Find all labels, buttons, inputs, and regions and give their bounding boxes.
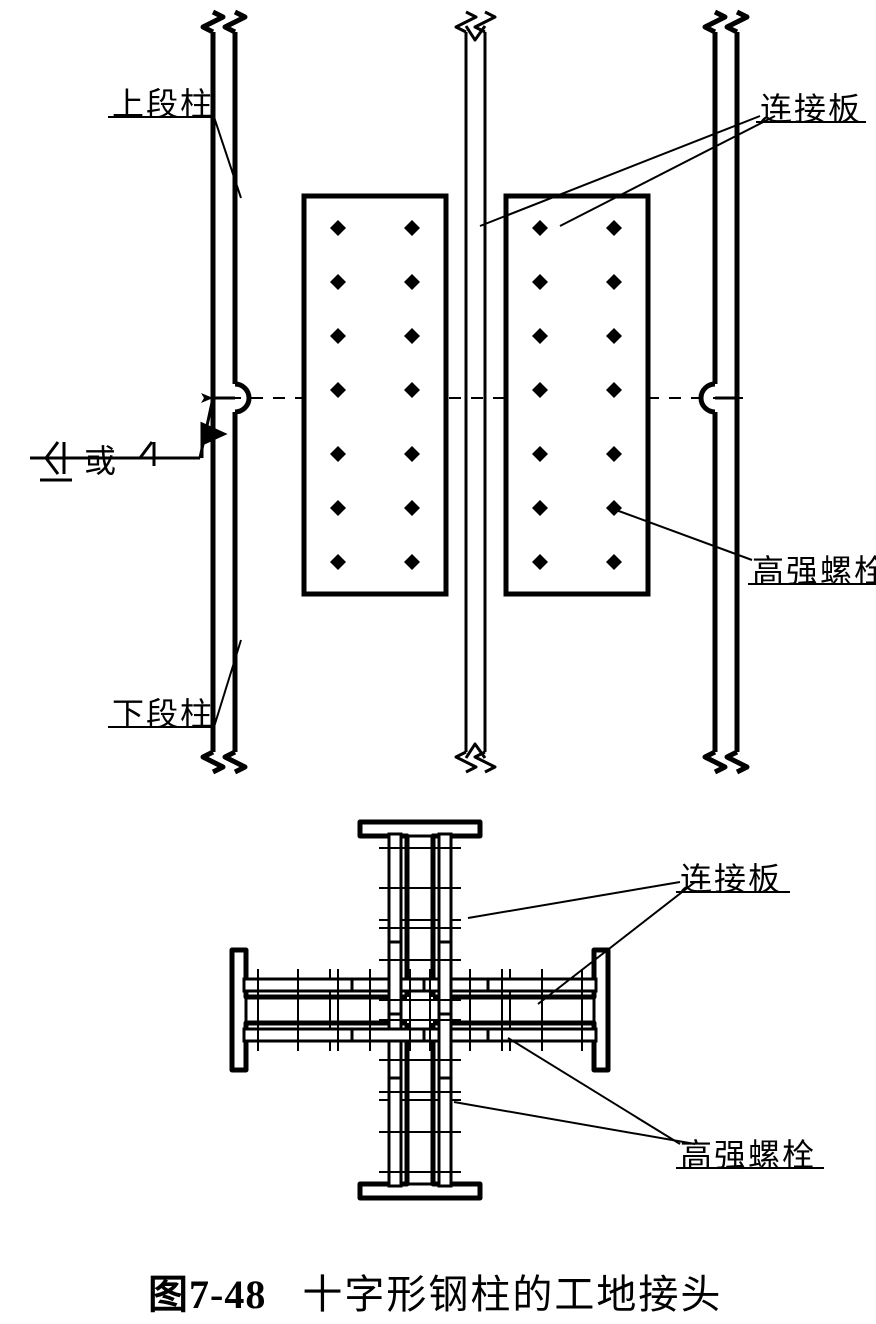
caption-prefix: 图7-48 (148, 1272, 266, 1317)
label-high-strength-bolt-elev: 高强螺栓 (752, 546, 876, 592)
figure-svg (0, 0, 876, 1324)
figure-caption: 图7-48 十字形钢柱的工地接头 (148, 1262, 722, 1320)
label-upper-column: 上段柱 (112, 79, 214, 125)
caption-text: 十字形钢柱的工地接头 (302, 1272, 722, 1317)
label-weld-or: 或 (84, 436, 118, 482)
label-high-strength-bolt-plan: 高强螺栓 (680, 1130, 816, 1176)
label-lower-column: 下段柱 (112, 689, 214, 735)
label-connection-plate-elev: 连接板 (760, 84, 862, 130)
label-connection-plate-plan: 连接板 (680, 854, 782, 900)
